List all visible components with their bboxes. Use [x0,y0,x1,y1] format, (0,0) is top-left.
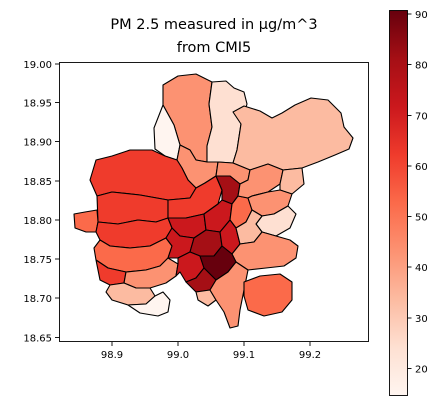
y-tick-label: 18.80 [23,216,52,227]
region [73,209,99,233]
colorbar-tick-label: 30 [415,314,428,325]
region [127,291,171,317]
colorbar-tick-label: 80 [415,61,428,72]
y-tick-label: 18.75 [23,255,52,266]
region [279,167,305,195]
x-axis: 98.9 99.0 99.1 99.2 [101,342,321,361]
colorbar-tick-label: 70 [415,112,428,123]
y-tick-label: 18.85 [23,177,52,188]
y-tick-label: 18.95 [23,99,52,110]
colorbar-tick-label: 60 [415,162,428,173]
colorbar-tick-label: 90 [415,10,428,21]
y-tick-label: 18.70 [23,294,52,305]
colorbar-tick-label: 40 [415,263,428,274]
region [195,289,217,307]
title-line-2: from CMI5 [177,40,252,56]
colorbar-gradient [389,10,408,396]
y-tick-label: 18.65 [23,334,52,345]
y-axis: 19.00 18.95 18.90 18.85 18.80 18.75 18.7… [23,60,60,345]
colorbar-tick-label: 50 [415,213,428,224]
x-tick-label: 98.9 [101,350,123,361]
title-line-1: PM 2.5 measured in µg/m^3 [110,17,317,33]
x-tick-label: 99.2 [299,350,321,361]
y-tick-label: 18.90 [23,138,52,149]
region [209,261,249,329]
region [243,273,293,317]
y-tick-label: 19.00 [23,60,52,71]
x-tick-label: 99.1 [233,350,255,361]
colorbar: 20 30 40 50 60 70 80 90 [389,10,428,396]
colorbar-tick-label: 20 [415,365,428,376]
region [232,97,354,171]
x-tick-label: 99.0 [167,350,189,361]
axes-frame [59,62,369,342]
map-regions [73,73,354,329]
